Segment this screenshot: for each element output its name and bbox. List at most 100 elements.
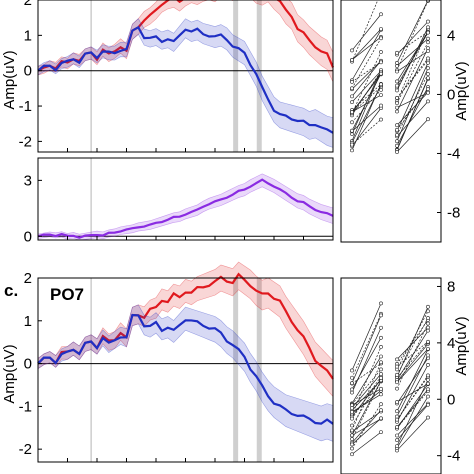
subject-point (426, 353, 430, 358)
subject-point (395, 50, 399, 55)
y-tick-label: 4 (447, 335, 455, 352)
y-tick-label: 4 (447, 27, 455, 44)
subject-point (395, 96, 399, 100)
subject-point (395, 386, 399, 391)
subject-point (379, 50, 383, 54)
subject-line (351, 418, 382, 436)
subject-point (379, 430, 383, 435)
subject-point (379, 371, 383, 376)
subject-point (379, 335, 383, 340)
subject-line (351, 381, 382, 440)
subject-point (350, 142, 354, 147)
subject-line (351, 36, 382, 61)
waveform-panel-top: 2 1 0 -1 -2 Amp(uV) (1, 0, 335, 153)
subject-point (395, 79, 399, 84)
subject-line (396, 379, 429, 447)
y-tick-label: 3 (24, 172, 32, 189)
subject-line (396, 101, 429, 137)
highlight-window (256, 278, 262, 462)
subject-line (351, 74, 382, 113)
subject-point (395, 357, 399, 362)
subject-point (379, 392, 383, 397)
subject-point (395, 123, 399, 128)
subject-line (396, 417, 429, 451)
error-band (37, 18, 334, 148)
subject-point (426, 87, 430, 92)
subject-line (396, 317, 429, 375)
subject-line (351, 60, 382, 97)
y-tick-label: 0 (24, 228, 32, 245)
subject-point (395, 83, 399, 88)
subject-point (395, 409, 399, 414)
subject-point (426, 394, 430, 399)
subject-line (396, 50, 429, 72)
subject-point (350, 410, 354, 414)
subject-point (379, 313, 383, 318)
y-axis-label: Amp(uV) (1, 344, 18, 403)
subject-point (426, 321, 430, 326)
subject-point (350, 423, 354, 428)
subject-line (396, 73, 429, 136)
subject-point (379, 27, 383, 31)
subject-point (426, 90, 430, 95)
subject-point (395, 69, 399, 74)
subject-line (396, 28, 429, 102)
subject-point (350, 58, 354, 62)
subject-line (396, 306, 429, 378)
series-line (37, 25, 334, 134)
subject-point (379, 376, 383, 380)
subject-point (426, 56, 430, 61)
subject-point (395, 444, 399, 449)
subject-line (351, 94, 382, 113)
subject-point (426, 362, 430, 367)
error-band (37, 173, 334, 241)
subject-line (396, 42, 429, 104)
subject-point (395, 400, 399, 404)
subject-point (426, 99, 430, 104)
subject-point (350, 79, 354, 84)
subject-point (379, 416, 383, 421)
paired-scatter-top: 4 0 -4 -8 Amp(uV) (340, 0, 470, 243)
subject-line (396, 31, 429, 82)
scatter-box (340, 0, 442, 243)
subject-line (396, 38, 429, 67)
subject-line (351, 431, 382, 455)
subject-line (351, 0, 379, 62)
y-tick-label: -8 (447, 204, 460, 221)
subject-point (426, 40, 430, 45)
y-tick-label: -2 (19, 133, 32, 150)
subject-line (351, 411, 382, 432)
subject-line (351, 105, 382, 132)
subject-point (395, 414, 399, 419)
subject-point (395, 438, 399, 443)
waveform-panel-po7: 2 1 0 -1 -2 Amp(uV) PO7 (1, 261, 334, 463)
subject-point (350, 110, 354, 114)
subject-line (396, 27, 429, 91)
subject-line (351, 315, 382, 384)
subject-point (426, 339, 430, 344)
subject-line (351, 376, 382, 419)
subject-line (396, 311, 429, 370)
subject-line (351, 394, 382, 413)
subject-line (396, 319, 429, 365)
subject-point (426, 373, 430, 378)
subject-line (351, 62, 382, 83)
y-tick-label: 0 (447, 86, 455, 103)
subject-point (426, 49, 430, 54)
subject-point (379, 87, 383, 92)
subject-point (350, 381, 354, 386)
subject-point (350, 442, 354, 447)
subject-line (351, 70, 382, 103)
y-tick-label: -4 (447, 448, 460, 465)
y-axis-label: Amp(uV) (1, 50, 18, 109)
subject-point (395, 150, 399, 154)
subject-line (396, 0, 429, 71)
subject-line (396, 21, 429, 55)
subject-point (350, 375, 354, 380)
subject-point (350, 148, 354, 153)
subject-line (396, 343, 429, 382)
subject-line (396, 389, 429, 428)
subject-line (396, 0, 429, 64)
subject-point (426, 387, 430, 392)
